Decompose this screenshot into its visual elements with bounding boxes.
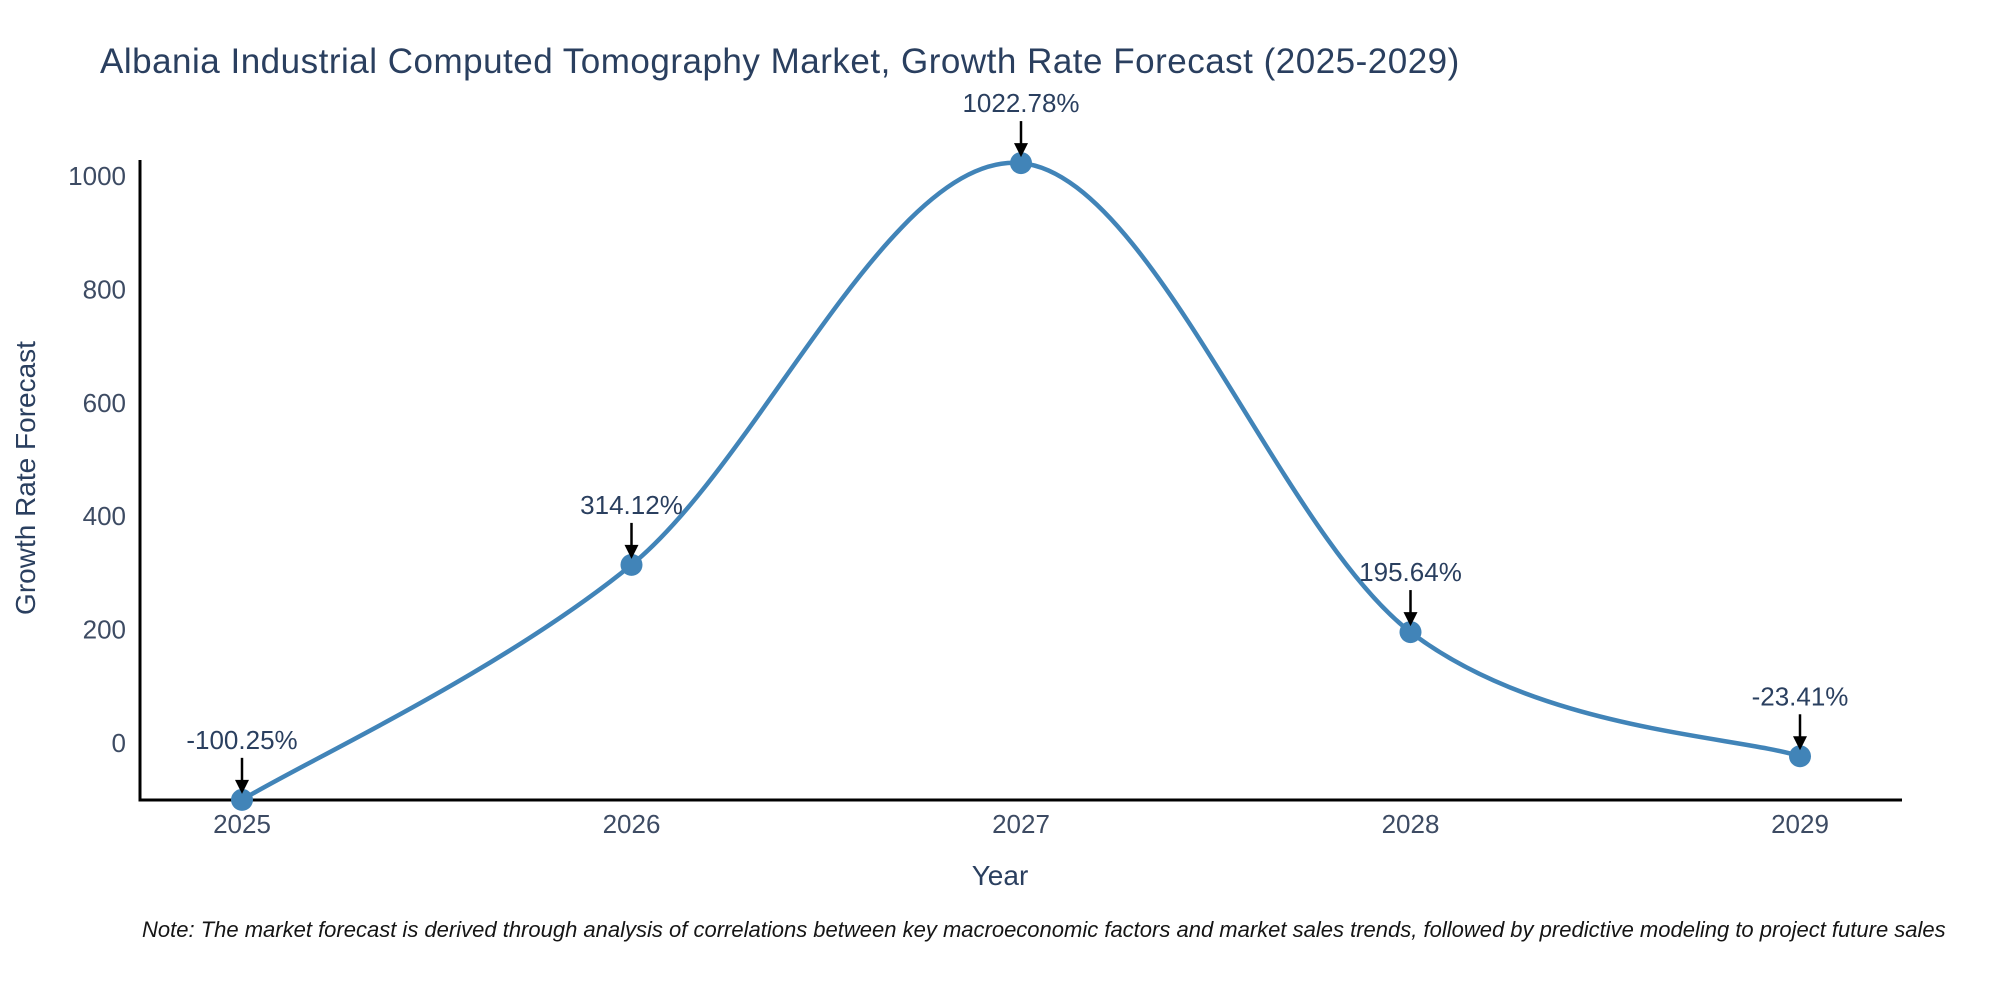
y-tick-label: 1000 — [68, 161, 126, 191]
annotation-label: 314.12% — [580, 490, 683, 520]
annotation-label: 1022.78% — [962, 88, 1079, 118]
y-tick-label: 800 — [83, 274, 126, 304]
data-point-marker — [231, 788, 253, 811]
annotation-label: -23.41% — [1752, 681, 1849, 711]
x-tick-label: 2029 — [1771, 809, 1829, 839]
annotation-arrow-head-icon — [235, 779, 249, 794]
x-axis-title: Year — [971, 860, 1029, 891]
annotation-arrow-head-icon — [624, 544, 639, 559]
data-point-marker — [620, 553, 643, 576]
annotation-arrow-head-icon — [1403, 612, 1418, 627]
y-tick-label: 0 — [112, 728, 126, 758]
x-tick-label: 2025 — [213, 809, 271, 839]
x-tick-label: 2026 — [603, 809, 661, 839]
x-tick-label: 2027 — [992, 809, 1050, 839]
data-point-marker — [1789, 745, 1811, 768]
y-tick-label: 200 — [83, 615, 126, 645]
series-line — [239, 160, 1803, 803]
y-tick-label: 600 — [83, 388, 126, 418]
x-tick-label: 2028 — [1382, 809, 1440, 839]
data-point-marker — [1010, 152, 1032, 175]
y-tick-label: 400 — [83, 501, 126, 531]
annotation-arrow-head-icon — [1793, 736, 1807, 751]
data-point-marker — [1399, 621, 1422, 644]
annotation-label: 195.64% — [1359, 557, 1462, 587]
footnote: Note: The market forecast is derived thr… — [142, 917, 1946, 942]
chart-title: Albania Industrial Computed Tomography M… — [100, 42, 1460, 81]
annotation-label: -100.25% — [186, 725, 297, 755]
annotation-arrow-head-icon — [1014, 143, 1028, 158]
